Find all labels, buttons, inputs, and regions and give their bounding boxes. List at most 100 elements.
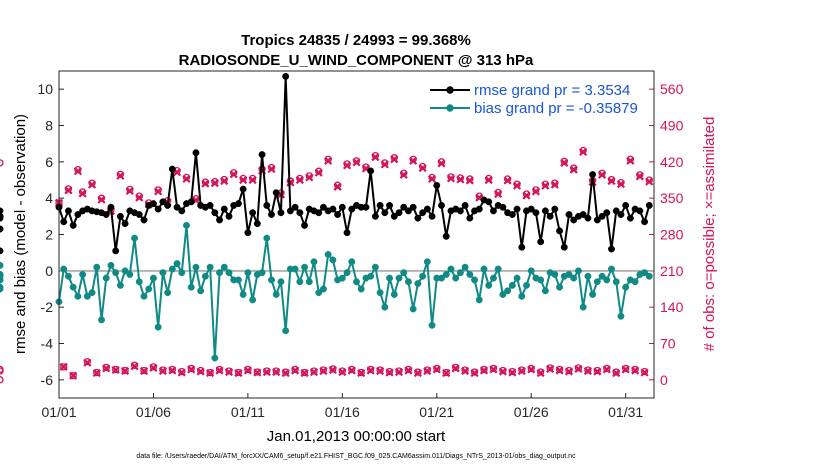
rmse-marker xyxy=(102,211,110,218)
rmse-marker xyxy=(461,201,469,209)
bias-marker xyxy=(93,263,101,271)
rmse-marker xyxy=(608,245,615,253)
rmse-marker xyxy=(603,209,611,217)
obs-assimilated-marker xyxy=(503,176,512,185)
bias-marker xyxy=(282,327,290,335)
bias-marker xyxy=(263,234,271,242)
obs-possible-marker xyxy=(319,366,328,374)
obs-assimilated-marker xyxy=(328,365,337,375)
x-tick-label: 01/11 xyxy=(231,404,265,420)
rmse-marker xyxy=(159,198,167,206)
obs-assimilated-marker xyxy=(196,367,205,376)
obs-assimilated-marker xyxy=(479,366,489,375)
obs-assimilated-marker xyxy=(187,365,196,374)
obs-assimilated-marker xyxy=(121,366,130,376)
left-tick-label: 0 xyxy=(45,263,53,279)
right-tick-label: 420 xyxy=(660,154,684,170)
obs-assimilated-marker xyxy=(314,168,323,177)
rmse-marker xyxy=(258,151,266,159)
rmse-marker xyxy=(135,211,143,218)
rmse-marker xyxy=(589,171,597,179)
bias-marker xyxy=(537,276,545,284)
chart-title: Tropics 24835 / 24993 = 99.368% xyxy=(241,32,471,49)
obs-possible-marker xyxy=(121,366,129,375)
obs-assimilated-marker xyxy=(385,368,394,377)
bias-marker xyxy=(64,272,72,280)
rmse-marker xyxy=(338,203,346,211)
obs-assimilated-marker xyxy=(220,176,229,186)
obs-assimilated-marker xyxy=(626,156,635,165)
rmse-marker xyxy=(149,200,157,208)
rmse-marker xyxy=(598,212,606,220)
obs-assimilated-marker xyxy=(427,174,437,184)
obs-possible-marker xyxy=(574,364,583,372)
obs-assimilated-marker xyxy=(135,193,144,202)
bias-marker xyxy=(149,274,157,282)
obs-assimilated-marker xyxy=(432,365,441,374)
rmse-marker xyxy=(107,203,115,211)
obs-assimilated-marker xyxy=(59,362,68,371)
obs-possible-marker xyxy=(168,365,176,374)
obs-assimilated-marker xyxy=(579,147,588,157)
bias-marker xyxy=(475,296,483,304)
obs-possible-marker xyxy=(178,367,186,376)
obs-assimilated-marker xyxy=(602,365,611,374)
bias-marker xyxy=(187,283,195,291)
bias-marker xyxy=(551,271,559,278)
obs-possible-marker xyxy=(593,366,601,375)
rmse-marker xyxy=(419,209,427,217)
rmse-marker xyxy=(386,201,394,209)
obs-possible-marker xyxy=(640,367,649,376)
rmse-marker xyxy=(301,221,309,229)
bias-marker xyxy=(145,285,153,293)
bias-marker xyxy=(197,287,205,295)
x-tick-label: 01/01 xyxy=(41,404,76,420)
bias-marker xyxy=(376,289,384,297)
obs-possible-marker xyxy=(631,365,639,374)
bias-marker xyxy=(386,274,394,282)
obs-assimilated-marker xyxy=(593,367,602,376)
bias-marker xyxy=(315,289,323,297)
bias-marker xyxy=(608,265,615,273)
obs-assimilated-marker xyxy=(531,187,541,196)
bias-marker xyxy=(301,263,309,271)
rmse-marker xyxy=(253,220,261,228)
bias-marker xyxy=(390,291,398,298)
rmse-marker xyxy=(612,207,620,215)
obs-possible-marker xyxy=(329,365,337,373)
left-tick-label: 4 xyxy=(45,190,53,206)
rmse-marker xyxy=(551,205,559,213)
rmse-marker xyxy=(263,201,271,209)
rmse-marker xyxy=(518,243,526,251)
bias-marker xyxy=(518,292,526,300)
obs-possible-marker xyxy=(282,368,290,376)
footnote: data file: /Users/raeder/DAI/ATM_forcXX/… xyxy=(136,453,576,460)
obs-assimilated-marker xyxy=(116,171,125,180)
obs-assimilated-marker xyxy=(324,156,333,165)
rmse-marker xyxy=(277,209,285,217)
rmse-series xyxy=(0,73,653,255)
obs-possible-marker xyxy=(546,364,554,372)
rmse-marker xyxy=(362,203,370,211)
bias-marker xyxy=(216,269,224,277)
rmse-marker xyxy=(343,229,351,237)
obs-assimilated-marker xyxy=(508,368,517,377)
rmse-marker xyxy=(296,209,304,217)
bias-marker xyxy=(249,296,257,304)
bias-marker xyxy=(220,263,228,271)
rmse-marker xyxy=(532,209,540,217)
bias-marker xyxy=(343,269,351,277)
obs-possible-marker xyxy=(367,365,375,374)
rmse-marker xyxy=(438,201,445,209)
obs-assimilated-marker xyxy=(512,181,522,190)
rmse-marker xyxy=(513,205,521,213)
obs-possible-marker xyxy=(612,368,620,376)
obs-possible-marker xyxy=(83,358,91,366)
rmse-marker xyxy=(381,209,389,217)
bias-marker xyxy=(296,278,304,286)
obs-assimilated-marker xyxy=(139,366,149,376)
bias-marker xyxy=(178,269,186,277)
bias-marker xyxy=(622,283,630,291)
bias-marker xyxy=(400,269,408,277)
